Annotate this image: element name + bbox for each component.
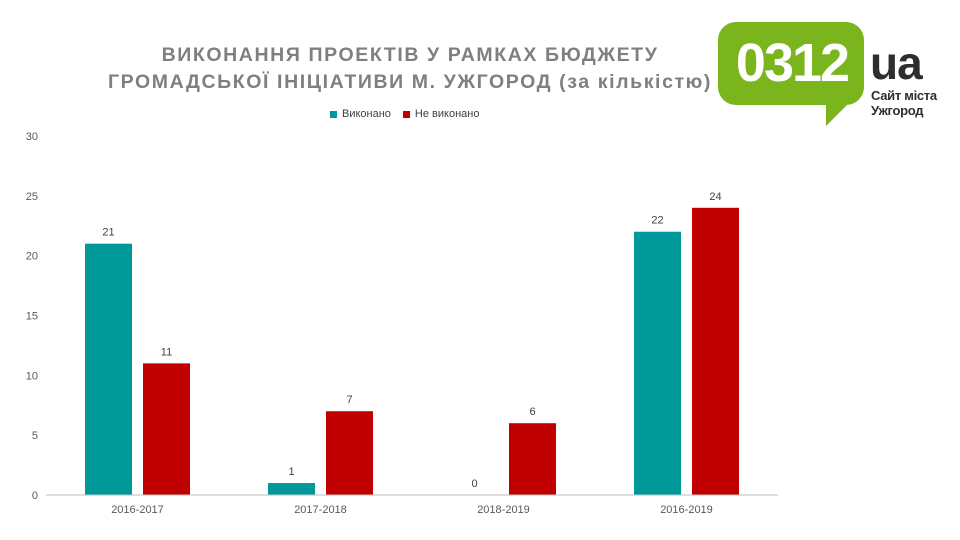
x-tick-label: 2018-2019 [477, 504, 530, 516]
y-tick-label: 20 [26, 251, 38, 263]
bar-not-completed-2017-2018 [326, 411, 373, 495]
x-tick-label: 2016-2019 [660, 504, 713, 516]
data-label: 6 [529, 406, 535, 418]
legend-swatch-completed [330, 110, 337, 118]
y-tick-label: 5 [32, 430, 38, 442]
y-tick-label: 25 [26, 191, 38, 203]
logo-tagline-line1: Сайт міста [871, 88, 937, 103]
bars-group [85, 207, 739, 496]
data-label: 0 [471, 478, 477, 490]
bar-completed-2016-2017 [85, 243, 132, 495]
x-tick-label: 2016-2017 [111, 504, 164, 516]
x-axis: 2016-2017 2017-2018 2018-2019 2016-2019 [46, 494, 778, 516]
logo-speech-bubble [718, 22, 864, 105]
chart-title: ВИКОНАННЯ ПРОЕКТІВ У РАМКАХ БЮДЖЕТУ ГРОМ… [60, 42, 760, 96]
data-label: 11 [161, 346, 172, 358]
bar-not-completed-2016-2017 [143, 363, 190, 495]
chart-title-line2: ГРОМАДСЬКОЇ ІНІЦІАТИВИ М. УЖГОРОД (за кі… [107, 71, 713, 93]
bar-completed-2017-2018 [268, 483, 315, 495]
legend-swatch-not-completed [402, 110, 410, 118]
logo-number: 0312 [735, 33, 850, 93]
logo-bubble-tail [826, 100, 852, 126]
legend-label-completed: Виконано [342, 108, 391, 120]
legend-label-not-completed: Не виконано [414, 108, 480, 120]
data-label: 1 [288, 466, 294, 478]
y-tick-label: 30 [26, 131, 38, 143]
logo-suffix: ua [870, 37, 923, 89]
chart-title-line1: ВИКОНАННЯ ПРОЕКТІВ У РАМКАХ БЮДЖЕТУ [161, 44, 659, 66]
y-tick-label: 10 [26, 370, 38, 382]
bar-not-completed-2016-2019 [692, 207, 739, 496]
site-logo: 0312 ua Сайт міста Ужгород [718, 22, 943, 127]
y-axis: 0 5 10 15 20 25 30 [26, 131, 38, 502]
data-label: 21 [102, 227, 114, 239]
data-label: 24 [709, 191, 721, 203]
logo-tagline: Сайт міста Ужгород [871, 88, 951, 118]
bar-completed-2016-2019 [634, 231, 681, 495]
legend-item-not-completed: Не виконано [402, 108, 480, 120]
chart-legend: Виконано Не виконано [330, 106, 479, 122]
data-label: 22 [651, 215, 663, 227]
legend-item-completed: Виконано [330, 108, 391, 120]
y-tick-label: 0 [32, 490, 38, 502]
bar-not-completed-2018-2019 [509, 423, 556, 495]
data-label: 7 [346, 394, 352, 406]
y-tick-label: 15 [26, 311, 38, 323]
x-tick-label: 2017-2018 [294, 504, 347, 516]
logo-tagline-line2: Ужгород [871, 103, 924, 118]
